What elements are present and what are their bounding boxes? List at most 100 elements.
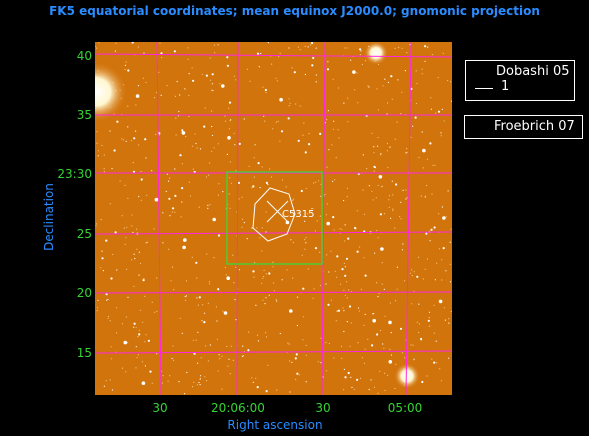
star [349,345,351,347]
star [333,229,335,231]
star [184,295,186,298]
star [131,259,133,261]
star [208,283,211,285]
star [364,60,366,62]
star [311,208,313,210]
ytick-2330: 23:30 [57,167,92,181]
star [173,50,176,53]
star [396,121,398,123]
star [366,168,368,170]
star [315,181,317,183]
star [112,253,114,256]
star [302,134,304,136]
star [376,229,378,232]
star [424,268,426,270]
star [326,203,328,205]
star [343,199,345,202]
star [334,270,336,272]
star [336,255,339,258]
star [292,241,294,244]
star [435,340,437,342]
star [384,78,386,80]
star [262,277,264,279]
star [343,368,345,370]
star [260,52,262,55]
star [228,128,230,130]
star [211,150,213,152]
star [414,116,417,119]
star [380,247,384,251]
star [175,117,177,119]
star [106,299,108,301]
star [278,56,280,58]
star [270,176,273,178]
star [292,198,295,200]
star [183,238,187,242]
star [235,266,237,268]
star [430,97,432,99]
star [397,79,399,81]
star [195,261,198,264]
star [327,303,330,306]
star [375,282,378,284]
star [248,331,250,333]
star [103,171,105,173]
star [304,248,306,250]
star [343,102,345,104]
star [384,389,386,392]
star [295,378,297,381]
star [218,183,220,185]
star [151,170,153,172]
star [400,113,402,115]
star [161,382,163,384]
star [242,355,244,357]
star [394,47,396,49]
star [356,250,359,253]
star [401,47,403,49]
star [387,81,389,84]
star [243,222,245,224]
star [222,191,224,193]
star [304,151,307,154]
star [279,140,281,142]
star [433,361,436,364]
star [426,258,428,260]
star [206,253,208,255]
star [171,357,173,360]
star [345,257,349,260]
star [265,273,267,275]
star [188,94,190,97]
star [388,195,391,197]
xtick-30a: 30 [152,401,168,415]
star [162,242,164,244]
star [125,237,127,239]
star [281,179,284,181]
star [261,227,263,229]
star [428,325,431,327]
star [347,121,349,123]
star [200,357,202,359]
star [217,44,219,46]
star [207,174,210,176]
star [405,198,407,200]
star [145,81,147,84]
star [302,339,304,341]
star [193,381,195,383]
star [343,310,345,312]
star [122,139,124,141]
star [380,154,382,156]
star [377,136,379,139]
star [203,312,206,314]
star [296,324,298,327]
star [217,143,219,145]
star [209,162,211,164]
star [191,256,193,258]
star [395,300,397,302]
star [346,196,348,198]
star [235,319,237,321]
star [187,47,189,49]
star [97,155,99,157]
star [138,274,140,276]
star [346,297,348,299]
star [422,148,426,153]
